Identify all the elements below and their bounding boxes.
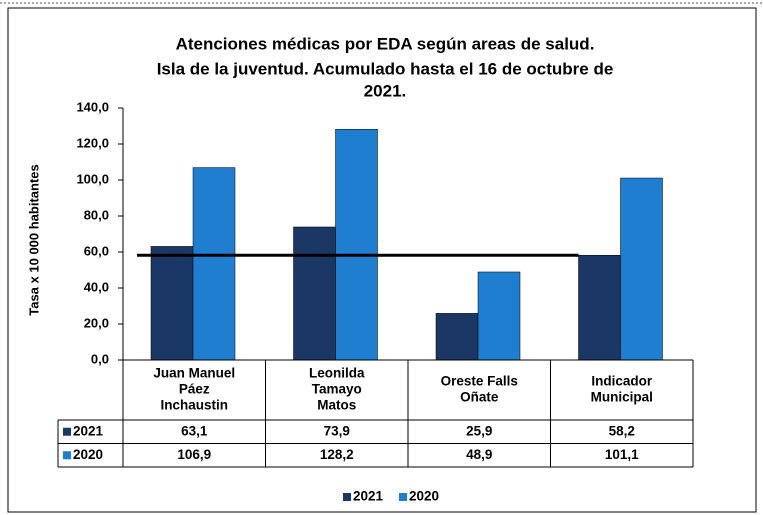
chart-title: Atenciones médicas por EDA según areas d… <box>176 34 595 53</box>
x-tick-label: Indicador <box>591 374 653 389</box>
bar <box>150 246 194 361</box>
table-cell: 73,9 <box>324 423 350 438</box>
x-tick-label: Juan Manuel <box>153 366 235 381</box>
x-tick-label: Matos <box>317 398 356 413</box>
bar <box>477 271 521 361</box>
y-tick-label: 120,0 <box>76 135 109 150</box>
y-tick-label: 80,0 <box>84 207 109 222</box>
table-cell: 58,2 <box>609 423 635 438</box>
table-cell: 63,1 <box>181 423 208 438</box>
x-tick-label: Oreste Falls <box>441 374 518 389</box>
bar <box>435 313 479 361</box>
y-tick-label: 0,0 <box>91 351 109 366</box>
bar <box>293 226 336 361</box>
table-cell: 106,9 <box>177 447 211 462</box>
y-tick-label: 20,0 <box>84 315 109 330</box>
chart-title: Isla de la juventud. Acumulado hasta el … <box>157 59 614 78</box>
x-tick-label: Páez <box>179 382 210 397</box>
table-cell: 128,2 <box>320 447 354 462</box>
chart-border <box>7 7 757 513</box>
table-cell: 48,9 <box>466 447 492 462</box>
table-cell: 25,9 <box>466 423 492 438</box>
table-row-label: 2021 <box>73 423 104 438</box>
x-tick-label: Inchaustin <box>160 398 228 413</box>
y-tick-label: 140,0 <box>76 99 109 114</box>
bar <box>578 254 621 361</box>
table-legend-key <box>63 451 71 460</box>
table-row-label: 2020 <box>73 447 103 462</box>
x-tick-label: Tamayo <box>312 382 362 397</box>
chart-title: 2021. <box>364 81 407 100</box>
x-tick-label: Oñate <box>460 390 499 405</box>
bar <box>335 128 378 361</box>
legend-key <box>343 493 351 501</box>
y-tick-label: 40,0 <box>84 279 109 294</box>
table-cell: 101,1 <box>605 447 639 462</box>
y-axis-label: Tasa x 10 000 habitantes <box>26 164 41 316</box>
y-tick-label: 100,0 <box>76 171 109 186</box>
x-tick-label: Leonilda <box>309 366 365 381</box>
bar <box>620 177 663 361</box>
x-tick-label: Municipal <box>591 390 653 405</box>
legend-label: 2021 <box>353 489 384 504</box>
y-tick-label: 60,0 <box>84 243 109 258</box>
legend-key <box>399 493 407 501</box>
table-legend-key <box>63 427 71 436</box>
bar <box>192 167 236 361</box>
legend-label: 2020 <box>409 489 439 504</box>
